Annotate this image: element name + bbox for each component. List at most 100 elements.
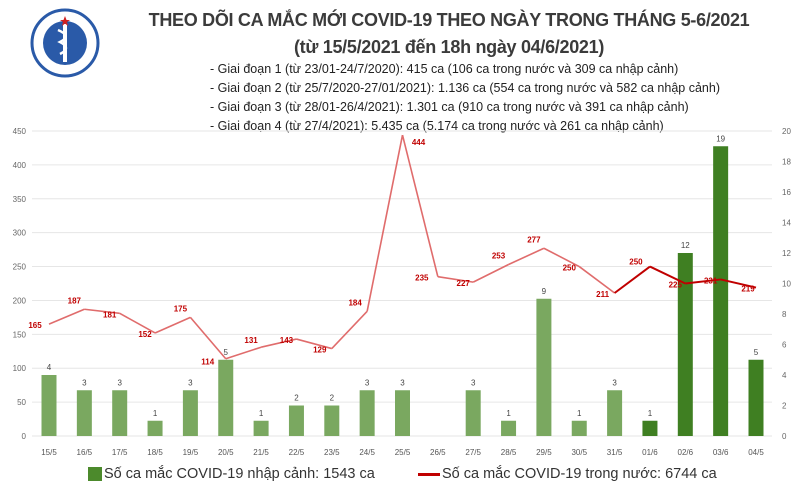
x-axis-tick: 21/5 — [253, 448, 269, 457]
bar-data-label: 1 — [648, 409, 653, 418]
right-axis-tick: 20 — [782, 127, 791, 136]
x-axis-tick: 16/5 — [77, 448, 93, 457]
phase-1-text: - Giai đoạn 1 (từ 23/01-24/7/2020): 415 … — [210, 62, 679, 76]
line-data-label: 143 — [280, 336, 294, 345]
bar-data-label: 3 — [117, 378, 122, 387]
x-axis-tick: 20/5 — [218, 448, 234, 457]
line-data-label: 152 — [138, 330, 152, 339]
bar — [76, 390, 92, 436]
line-segment — [154, 316, 191, 334]
legend-bar: Số ca mắc COVID-19 nhập cảnh: 1543 ca — [88, 466, 375, 482]
bar — [253, 420, 269, 436]
bar-data-label: 2 — [330, 394, 335, 403]
x-axis-tick: 18/5 — [147, 448, 163, 457]
bar-data-label: 3 — [188, 378, 193, 387]
phase-4-text: - Giai đoạn 4 (từ 27/4/2021): 5.435 ca (… — [210, 119, 664, 133]
x-axis-tick: 31/5 — [607, 448, 623, 457]
line-segment — [685, 278, 721, 285]
ministry-of-health-logo — [30, 8, 100, 78]
legend-bar-label: Số ca mắc COVID-19 nhập cảnh: 1543 ca — [104, 466, 375, 482]
bar-data-label: 9 — [542, 287, 547, 296]
line-data-label: 187 — [68, 296, 82, 305]
line-segment — [296, 338, 333, 350]
bar — [288, 405, 304, 436]
x-axis-tick: 02/6 — [678, 448, 694, 457]
right-axis-tick: 16 — [782, 188, 791, 197]
chart-subtitle: (từ 15/5/2021 đến 18h ngày 04/6/2021) — [293, 37, 605, 57]
bar — [501, 420, 517, 436]
line-segment — [437, 275, 474, 283]
bar — [465, 390, 481, 436]
bar-data-label: 4 — [47, 363, 52, 372]
x-axis-tick: 23/5 — [324, 448, 340, 457]
bar — [607, 390, 623, 436]
phase-3-text: - Giai đoạn 3 (từ 28/01-26/4/2021): 1.30… — [210, 100, 689, 114]
x-axis-tick: 01/6 — [642, 448, 658, 457]
right-axis-tick: 4 — [782, 371, 787, 380]
bar-data-label: 19 — [716, 134, 725, 143]
bar-data-label: 1 — [259, 409, 264, 418]
line-segment — [614, 265, 651, 294]
right-axis-tick: 12 — [782, 249, 791, 258]
chart-title: THEO DÕI CA MẮC MỚI COVID-19 THEO NGÀY T… — [148, 10, 750, 30]
line-data-label: 277 — [527, 235, 541, 244]
bar-data-label: 12 — [681, 241, 690, 250]
bar — [571, 420, 587, 436]
left-axis-tick: 400 — [13, 161, 27, 170]
x-axis-tick: 15/5 — [41, 448, 57, 457]
right-axis-tick: 18 — [782, 158, 791, 167]
right-axis-tick: 10 — [782, 280, 791, 289]
right-axis-tick: 6 — [782, 341, 787, 350]
left-axis-tick: 450 — [13, 127, 27, 136]
line-data-label: 231 — [704, 276, 718, 285]
line-segment — [189, 316, 227, 360]
x-axis-tick: 17/5 — [112, 448, 128, 457]
bar-data-label: 1 — [153, 409, 158, 418]
x-axis-tick: 19/5 — [183, 448, 199, 457]
bar-data-label: 3 — [400, 378, 405, 387]
phase-2-text: - Giai đoạn 2 (từ 25/7/2020-27/01/2021):… — [210, 81, 720, 95]
bar-data-label: 5 — [754, 348, 759, 357]
x-axis-tick: 25/5 — [395, 448, 411, 457]
x-axis-tick: 29/5 — [536, 448, 552, 457]
bar — [41, 375, 57, 436]
line-segment — [508, 247, 545, 266]
left-axis-tick: 100 — [13, 364, 27, 373]
x-axis-tick: 27/5 — [465, 448, 481, 457]
line-segment — [720, 278, 757, 289]
left-axis-tick: 250 — [13, 263, 27, 272]
legend-line-label: Số ca mắc COVID-19 trong nước: 6744 ca — [442, 466, 717, 482]
line-segment — [119, 312, 156, 334]
bar-data-label: 3 — [365, 378, 370, 387]
bar — [748, 359, 764, 436]
line-data-label: 227 — [457, 279, 471, 288]
line-segment — [48, 308, 85, 325]
line-segment — [260, 338, 297, 348]
bar — [642, 420, 658, 436]
line-data-label: 114 — [201, 358, 214, 367]
line-data-label: 253 — [492, 252, 506, 261]
bar — [536, 298, 552, 436]
line-segment — [84, 308, 120, 315]
left-axis-tick: 50 — [17, 398, 26, 407]
x-axis-tick: 04/5 — [748, 448, 764, 457]
bar — [324, 405, 340, 436]
line-data-label: 184 — [348, 298, 362, 307]
line-segment — [543, 247, 580, 268]
bar-data-label: 3 — [612, 378, 617, 387]
line-segment — [331, 310, 368, 350]
line-data-label: 175 — [174, 304, 188, 313]
right-axis-tick: 2 — [782, 402, 787, 411]
line-segment — [578, 265, 616, 294]
left-axis-tick: 0 — [22, 432, 27, 441]
bar-data-label: 5 — [224, 348, 229, 357]
x-axis-tick: 26/5 — [430, 448, 446, 457]
right-axis-tick: 0 — [782, 432, 787, 441]
line-data-label: 250 — [563, 264, 577, 273]
line-segment — [649, 265, 686, 285]
line-segment — [366, 134, 404, 312]
legend-line-swatch — [418, 472, 440, 476]
bar-data-label: 3 — [82, 378, 87, 387]
line-segment — [472, 263, 509, 283]
line-segment — [225, 346, 262, 360]
